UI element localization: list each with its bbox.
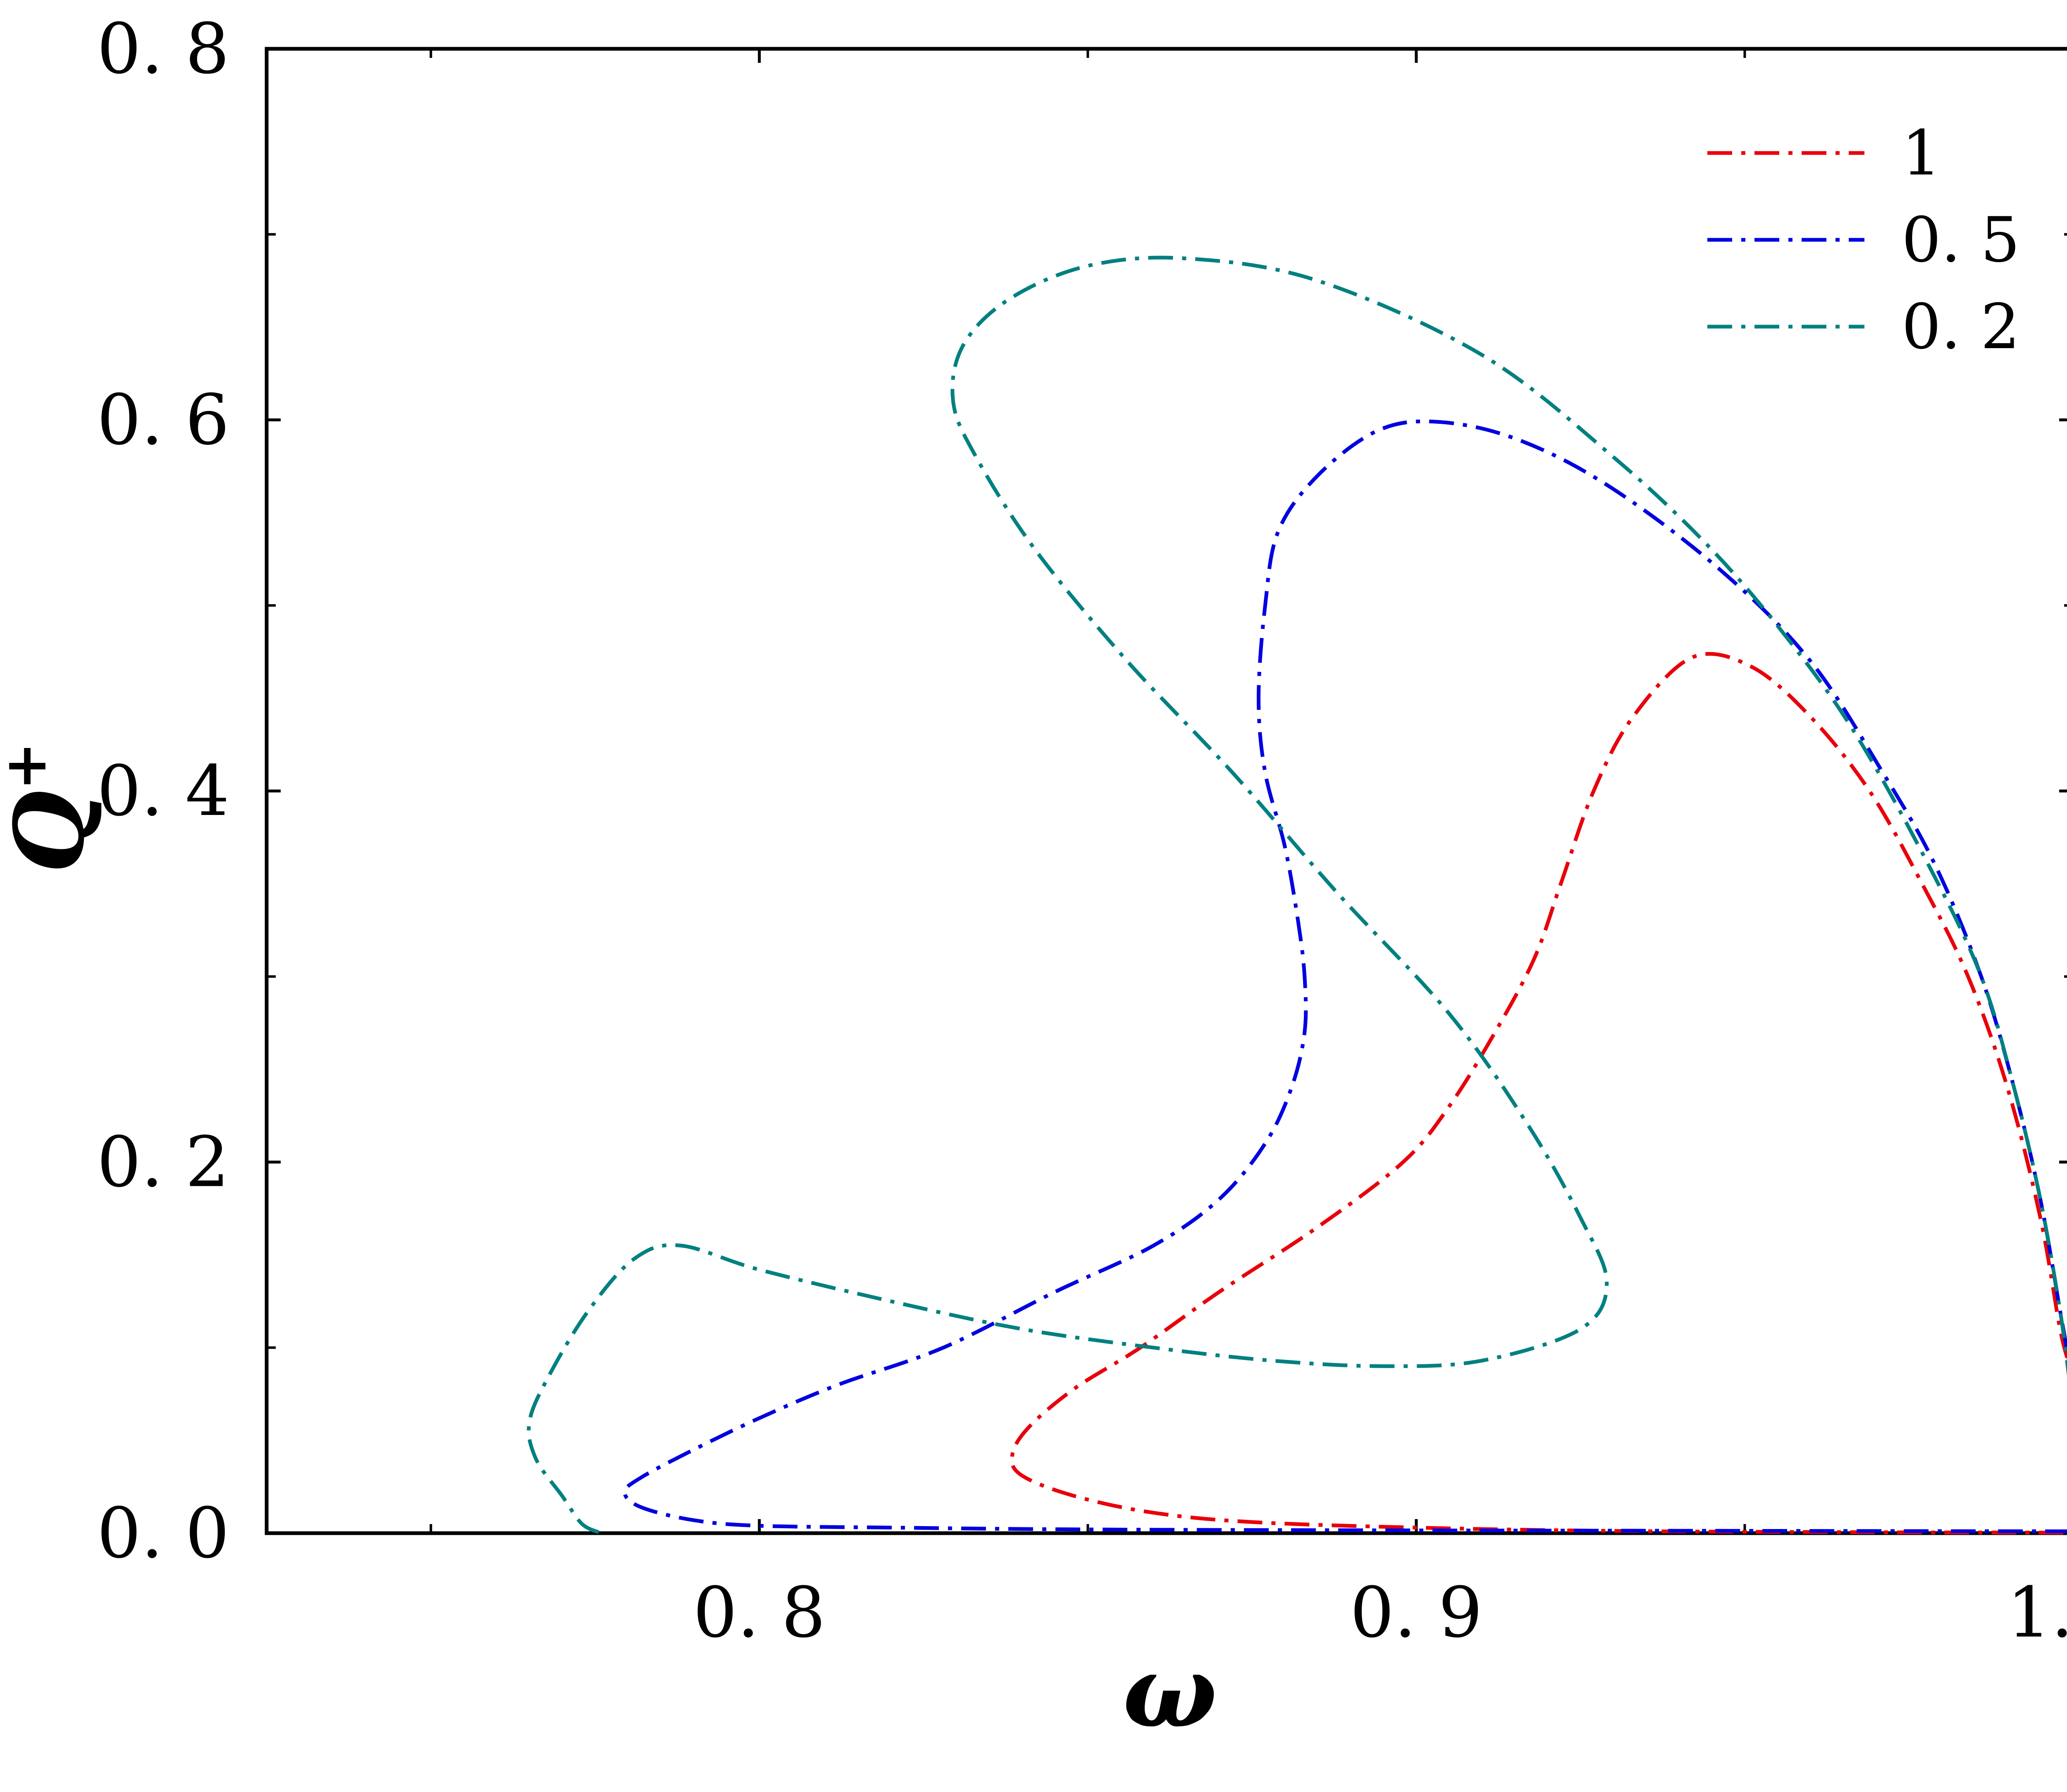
y-tick-label: 0. 6: [97, 380, 229, 461]
plot-area: [265, 47, 2067, 1535]
y-axis-title-main: Q: [0, 790, 105, 873]
legend: 1 0. 5 0. 2: [1707, 117, 2020, 363]
x-tick-label: 1. 0: [2007, 1572, 2067, 1653]
y-axis-title-superscript: +: [0, 742, 60, 790]
series-line-3: [527, 256, 2067, 1535]
y-tick-label: 0. 0: [97, 1493, 229, 1574]
series-layer: [527, 256, 2067, 1535]
x-tick-label: 0. 9: [1350, 1572, 1483, 1653]
legend-label-1: 1: [1902, 117, 1941, 189]
plot-frame: [265, 47, 2067, 1535]
x-tick-label: 0. 8: [693, 1572, 826, 1653]
y-tick-label: 0. 2: [97, 1122, 229, 1203]
legend-label-2: 0. 5: [1902, 204, 2020, 276]
y-tick-label: 0. 8: [97, 8, 229, 89]
legend-label-3: 0. 2: [1902, 291, 2020, 363]
y-tick-label: 0. 4: [97, 750, 229, 831]
x-axis-title: ω: [1123, 1633, 1217, 1750]
tick-labels: 0. 8 0. 9 1. 0 0. 0 0. 2 0. 4 0. 6 0. 8: [97, 8, 2067, 1653]
axis-ticks: [267, 47, 2067, 1535]
y-axis-title-text: Q+: [0, 742, 105, 873]
y-axis-title: Q+: [0, 742, 105, 873]
series-line-2: [623, 419, 2067, 1533]
series-line-1: [1010, 652, 2067, 1535]
